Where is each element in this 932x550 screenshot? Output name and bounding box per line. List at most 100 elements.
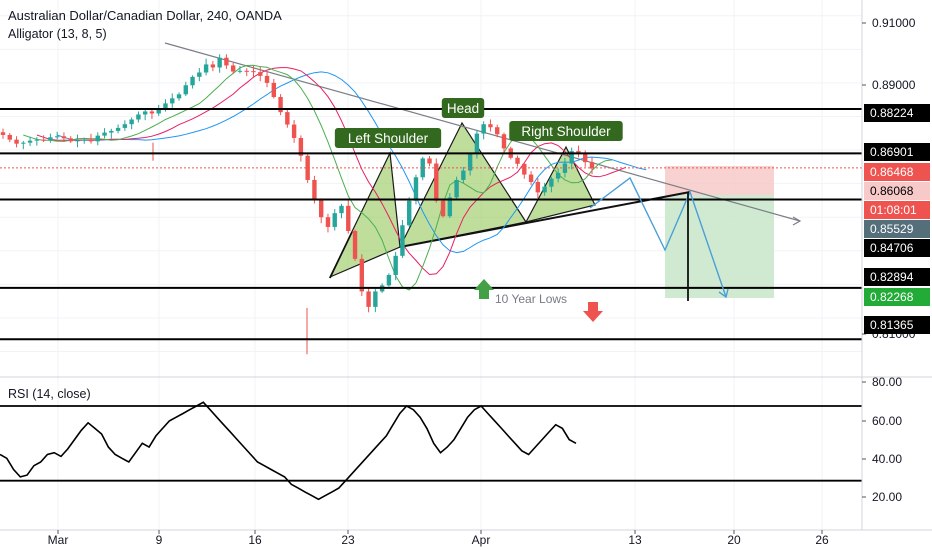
- candle: [542, 182, 547, 196]
- candle: [224, 54, 229, 69]
- head-label-bg: [441, 98, 485, 118]
- candle: [34, 136, 40, 146]
- price-badge: 0.82268: [864, 288, 930, 306]
- time-tick-label: 16: [248, 533, 262, 547]
- right-shoulder-label-bg: [509, 121, 623, 141]
- up-arrow-marker: [474, 279, 494, 299]
- candle-body: [352, 230, 358, 259]
- candle: [230, 62, 236, 74]
- candle: [82, 137, 87, 144]
- price-badge-bg: [864, 143, 930, 161]
- candle-body: [332, 213, 337, 227]
- alligator-teeth-line: [36, 67, 627, 276]
- projected-path: [589, 176, 727, 298]
- time-tick-label: 26: [815, 533, 829, 547]
- candle-body: [210, 64, 216, 68]
- candle: [393, 251, 398, 281]
- right-shoulder-label-text: Right Shoulder: [521, 124, 611, 139]
- rsi-tick-label: 60.00: [872, 414, 902, 428]
- candle: [183, 81, 188, 97]
- candle: [535, 178, 541, 198]
- rsi-label: RSI (14, close): [8, 387, 91, 401]
- candle-body: [522, 163, 527, 175]
- candle-body: [555, 172, 561, 179]
- candle: [407, 197, 412, 227]
- candle-body: [7, 134, 12, 140]
- candle: [264, 71, 270, 88]
- candle-body: [407, 200, 412, 226]
- left-shoulder-label-text: Left Shoulder: [348, 131, 429, 146]
- candle: [454, 176, 459, 200]
- price-badge-text: 01:08:01: [870, 203, 917, 217]
- candle: [488, 119, 493, 132]
- candle-body: [359, 258, 365, 292]
- price-badge-bg: [864, 163, 930, 181]
- candle: [366, 286, 371, 313]
- candle-body: [197, 72, 202, 77]
- candle: [569, 147, 574, 170]
- candle: [271, 78, 277, 99]
- price-badge: 0.86468: [864, 163, 930, 181]
- candle-body: [21, 142, 26, 144]
- price-badge: 0.81365: [864, 316, 930, 334]
- price-badge-bg: [864, 182, 930, 200]
- down-arrow-shape: [583, 302, 603, 322]
- candle-body: [48, 137, 53, 141]
- candle: [142, 109, 148, 121]
- candle-body: [291, 124, 297, 138]
- time-tick-label: 9: [156, 533, 163, 547]
- candle: [481, 121, 486, 140]
- candle-body: [285, 112, 290, 125]
- candle-body: [115, 127, 121, 131]
- candle: [95, 132, 100, 146]
- price-badge-bg: [864, 201, 930, 219]
- candle: [427, 156, 432, 167]
- candle: [54, 131, 60, 140]
- candle: [176, 92, 182, 101]
- candle: [495, 124, 500, 138]
- rsi-tick-label: 80.00: [872, 375, 902, 389]
- pattern-labels: Left Shoulder Head Right Shoulder 10 Year L…: [334, 98, 623, 322]
- price-badge-bg: [864, 288, 930, 306]
- candle-body: [41, 139, 46, 141]
- candle-body: [393, 255, 398, 275]
- candle-body: [589, 162, 595, 169]
- candle-body: [95, 135, 100, 142]
- candle: [400, 219, 405, 258]
- candle: [115, 124, 121, 134]
- candle-body: [420, 158, 425, 178]
- candle: [102, 128, 107, 139]
- candle-body: [427, 158, 432, 164]
- candle-body: [542, 186, 547, 193]
- candle: [109, 128, 114, 139]
- candle-body: [413, 177, 419, 201]
- support-line: [329, 231, 353, 279]
- candle-body: [583, 154, 588, 163]
- candle: [237, 65, 243, 74]
- candle-body: [230, 65, 236, 72]
- candle: [190, 75, 195, 89]
- candle: [305, 154, 310, 183]
- candle: [359, 254, 365, 297]
- price-badge-text: 0.85529: [870, 222, 914, 236]
- price-badge-text: 0.82268: [870, 290, 914, 304]
- time-tick-label: 13: [628, 533, 642, 547]
- candle: [373, 289, 378, 313]
- candle-body: [346, 205, 351, 231]
- candle-body: [163, 103, 168, 109]
- candle: [346, 200, 351, 234]
- head-label-text: Head: [447, 101, 479, 116]
- projected-path-arrowhead: [718, 288, 729, 299]
- candle: [278, 94, 283, 116]
- left-shoulder-label: Left Shoulder: [334, 128, 442, 148]
- candle-body: [109, 130, 114, 133]
- candle-body: [251, 71, 256, 73]
- candle: [339, 203, 344, 219]
- rsi-tick-label: 40.00: [872, 452, 902, 466]
- price-badge-bg: [864, 104, 930, 122]
- candle: [88, 133, 94, 144]
- candle-body: [54, 136, 60, 138]
- price-candles: [0, 54, 595, 355]
- candle: [528, 171, 534, 186]
